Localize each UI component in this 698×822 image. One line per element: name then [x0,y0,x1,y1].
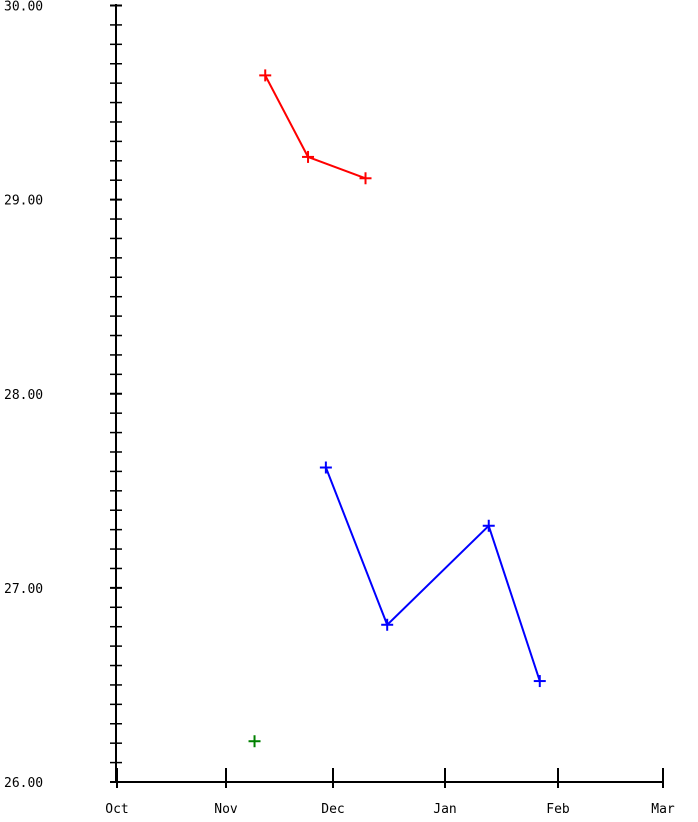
y-tick-label: 27.00 [4,582,43,597]
data-point [302,150,315,163]
y-ticks: 26.00 27.00 28.00 29.00 30.00 [4,0,122,791]
x-tick-label: Jan [433,802,456,817]
series [248,735,261,748]
x-tick-label: Mar [651,802,675,817]
x-ticks: Oct Nov Dec Jan Feb Mar [105,768,675,817]
data-point [482,519,495,532]
data-point [248,735,261,748]
data-point [319,461,332,474]
x-tick-label: Oct [105,802,128,817]
data-point [359,172,372,185]
y-tick-label: 26.00 [4,776,43,791]
y-tick-label: 28.00 [4,388,43,403]
x-tick-label: Dec [321,802,344,817]
data-point [259,69,272,82]
data-point [381,618,394,631]
x-tick-label: Feb [546,802,570,817]
series [319,461,546,688]
y-tick-label: 30.00 [4,0,43,15]
series [259,69,372,185]
series-line [264,74,366,180]
data-point [533,675,546,688]
series-layer [248,69,546,748]
x-tick-label: Nov [214,802,238,817]
y-tick-label: 29.00 [4,194,43,209]
series-line [324,467,541,682]
